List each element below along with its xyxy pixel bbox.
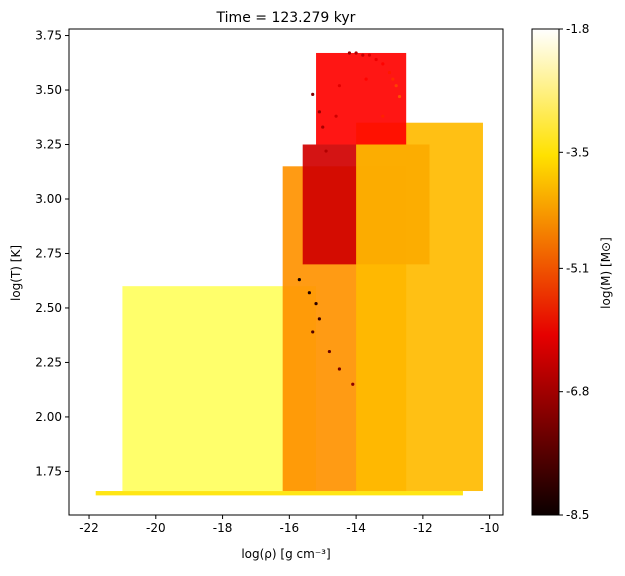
data-point (337, 367, 342, 371)
data-point (337, 84, 342, 88)
data-point (381, 114, 385, 118)
x-tick-label: -18 (213, 521, 233, 535)
colorbar-label: log(M) [M⊙] (599, 237, 613, 309)
data-point (327, 349, 331, 354)
data-point (361, 53, 365, 57)
data-point (334, 114, 338, 118)
x-tick-label: -16 (280, 521, 300, 535)
data-point (297, 278, 301, 282)
colorbar-tick-label: -3.5 (566, 145, 589, 159)
data-point (311, 92, 315, 96)
chart-title: Time = 123.279 kyr (216, 10, 356, 26)
plot-area (95, 51, 483, 496)
y-tick-label: 3.50 (35, 83, 62, 97)
plot-frame (68, 28, 504, 516)
x-tick-label: -22 (79, 521, 99, 535)
y-tick-label: 2.25 (35, 355, 62, 369)
data-point (311, 330, 315, 334)
y-axis-label: log(T) [K] (9, 245, 23, 301)
data-point (317, 110, 321, 114)
y-tick-label: 3.00 (35, 192, 62, 206)
x-tick-label: -14 (346, 521, 366, 535)
colorbar-tick-label: -1.8 (566, 22, 589, 36)
region-floor (95, 491, 463, 496)
colorbar-tick-label: -6.8 (566, 385, 589, 399)
data-point (387, 70, 392, 75)
data-point (397, 94, 402, 99)
data-point (374, 57, 378, 62)
colorbar-tick-label: -8.5 (566, 508, 589, 522)
data-point (314, 302, 318, 306)
y-tick-label: 2.00 (35, 410, 62, 424)
colorbar-gradient (531, 28, 560, 516)
data-point (347, 51, 352, 55)
data-point (364, 77, 368, 81)
region-hot-plume (316, 52, 407, 145)
colorbar-tick-label: -5.1 (566, 261, 589, 275)
data-point (391, 77, 395, 81)
region-right-fan (356, 122, 483, 492)
y-tick-label: 3.75 (35, 29, 62, 43)
y-tick-label: 1.75 (35, 464, 62, 478)
data-point (324, 149, 328, 153)
y-tick-label: 3.25 (35, 138, 62, 152)
y-tick-label: 2.50 (35, 301, 62, 315)
y-tick-label: 2.75 (35, 246, 62, 260)
x-tick-label: -20 (146, 521, 166, 535)
y-axis: 1.75 2.00 2.25 2.50 2.75 3.00 3.25 3.50 3.75 (35, 29, 69, 478)
data-point (307, 291, 311, 295)
x-axis: -22 -20 -18 -16 -14 -12 -10 (79, 515, 499, 535)
data-point (321, 125, 325, 129)
x-axis-label: log(ρ) [g cm⁻³] (241, 547, 330, 561)
colorbar: -1.8 -3.5 -5.1 -6.8 -8.5 log(M) [M⊙] (531, 22, 613, 522)
data-point (381, 62, 385, 66)
data-point (394, 84, 398, 88)
data-point (351, 382, 355, 386)
data-point (354, 51, 358, 55)
x-tick-label: -12 (413, 521, 433, 535)
data-point (367, 53, 372, 57)
data-point (317, 317, 321, 321)
x-tick-label: -10 (480, 521, 500, 535)
